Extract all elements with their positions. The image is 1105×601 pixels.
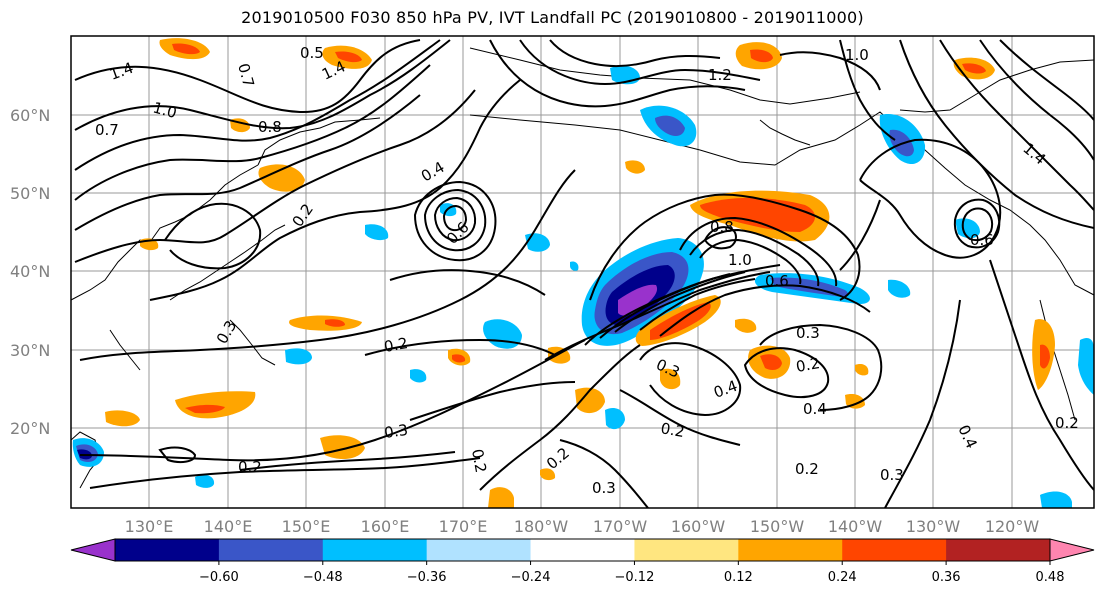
colorbar-tick-label: 0.36 <box>932 570 961 585</box>
lon-label: 150°W <box>750 517 805 536</box>
lat-label: 20°N <box>10 419 50 438</box>
lon-label: 130°E <box>125 517 174 536</box>
contour-label: 1.0 <box>151 98 179 122</box>
contour-label: 0.3 <box>796 324 820 342</box>
lat-label: 50°N <box>10 184 50 203</box>
colorbar-segment <box>322 539 428 561</box>
contour-label: 0.7 <box>95 121 119 139</box>
colorbar-segment <box>218 539 324 561</box>
lon-label: 140°E <box>204 517 253 536</box>
map-frame <box>70 35 1095 509</box>
colorbar-tick-label: 0.24 <box>828 570 857 585</box>
lon-label: 150°E <box>282 517 331 536</box>
lon-label: 130°W <box>906 517 961 536</box>
contour-label: 0.2 <box>659 419 686 441</box>
colorbar-segment <box>842 539 947 561</box>
colorbar-tick-label: −0.24 <box>511 570 551 585</box>
contour-label: 1.0 <box>845 46 869 64</box>
shading-positive <box>105 38 1055 508</box>
contour-label: 0.3 <box>383 421 409 442</box>
contour-label: 1.0 <box>728 251 752 269</box>
contour-label: 0.8 <box>710 218 734 236</box>
colorbar-tick-label: −0.48 <box>303 570 343 585</box>
colorbar: −0.60 −0.48 −0.36 −0.24 −0.12 0.12 0.24 0.36 0.4… <box>70 538 1095 585</box>
contour-label: 0.2 <box>795 460 819 478</box>
contour-label: 0.2 <box>795 354 822 376</box>
colorbar-frame <box>114 538 1051 562</box>
lon-label: 170°W <box>593 517 648 536</box>
contour-label: 0.4 <box>803 400 827 418</box>
contour-label: 0.2 <box>1055 414 1079 432</box>
colorbar-tick-label: −0.12 <box>615 570 655 585</box>
contour-label: 1.2 <box>708 66 732 84</box>
pv-contours <box>74 39 1094 508</box>
map-panel: 1.4 1.0 0.5 0.7 0.8 0.4 0.2 0.3 0.2 0.3 … <box>70 35 1095 509</box>
lon-label: 180°W <box>514 517 569 536</box>
colorbar-tick-label: −0.60 <box>199 570 239 585</box>
lat-label: 30°N <box>10 341 50 360</box>
longitude-labels: 130°E 140°E 150°E 160°E 170°E 180°W 170°… <box>125 517 1040 536</box>
colorbar-segment <box>426 539 532 561</box>
contour-label: 0.3 <box>880 466 904 484</box>
lon-label: 140°W <box>828 517 883 536</box>
lon-label: 120°W <box>985 517 1040 536</box>
lon-label: 160°E <box>361 517 410 536</box>
colorbar-segment <box>946 539 1051 561</box>
colorbar-segment <box>738 539 843 561</box>
contour-label: 0.8 <box>258 118 282 136</box>
contour-label: 0.3 <box>592 479 616 497</box>
contour-label: 0.6 <box>970 231 994 249</box>
lat-label: 40°N <box>10 262 50 281</box>
contour-label: 0.2 <box>383 334 410 356</box>
colorbar-extend-max <box>1049 538 1095 562</box>
latitude-labels: 20°N 30°N 40°N 50°N 60°N <box>10 106 50 438</box>
colorbar-segment <box>530 539 635 561</box>
colorbar-tick-label: −0.36 <box>407 570 447 585</box>
lon-label: 170°E <box>439 517 488 536</box>
map-title: 2019010500 F030 850 hPa PV, IVT Landfall… <box>241 8 864 27</box>
colorbar-extend-min <box>70 538 116 562</box>
gridlines <box>71 36 1094 508</box>
colorbar-tick-label: 0.12 <box>724 570 753 585</box>
contour-label: 0.2 <box>468 448 490 475</box>
colorbar-segment <box>634 539 739 561</box>
contour-label: 0.7 <box>234 61 258 89</box>
colorbar-segment <box>115 539 220 561</box>
coastlines <box>71 47 1094 489</box>
contour-label: 0.5 <box>300 44 324 62</box>
lon-label: 160°W <box>671 517 726 536</box>
contour-label: 0.6 <box>765 272 789 290</box>
contour-label: 0.2 <box>238 458 262 476</box>
colorbar-tick-label: 0.48 <box>1036 570 1065 585</box>
lat-label: 60°N <box>10 106 50 125</box>
